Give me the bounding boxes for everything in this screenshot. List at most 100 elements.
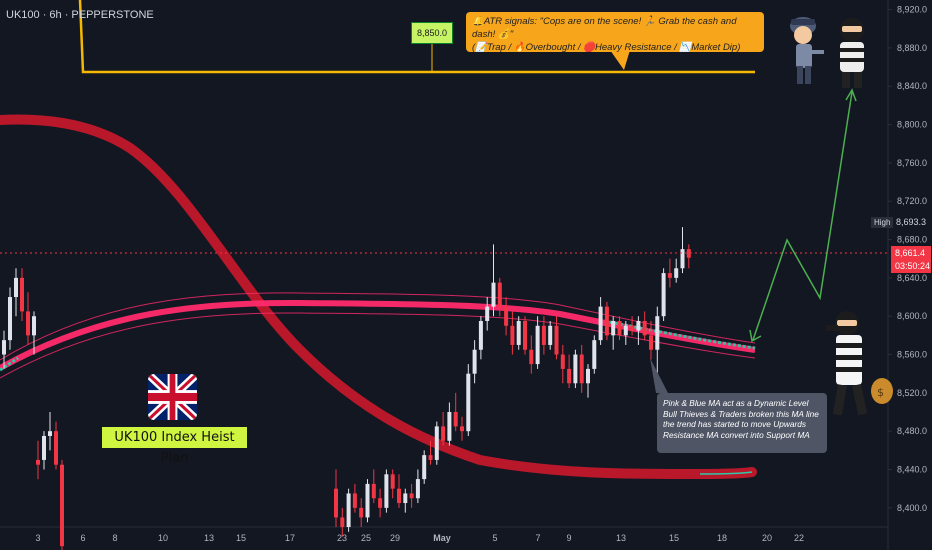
candle-body — [2, 340, 6, 355]
candle-body — [340, 517, 345, 527]
time-tick-label: 9 — [566, 533, 571, 543]
candlestick-series — [2, 227, 691, 550]
time-tick-label: 7 — [535, 533, 540, 543]
candle-body — [334, 488, 338, 518]
candle-body — [60, 464, 64, 547]
callout-line-1: 🔔ATR signals: "Cops are on the scene! 🏃 … — [472, 16, 737, 40]
target-level-badge: 8,850.0 — [411, 22, 453, 44]
last-price-tag: 8,661.4 — [891, 246, 931, 260]
price-tick-label: 8,680.0 — [897, 235, 927, 245]
pink-moving-average — [0, 299, 756, 371]
time-axis-labels: 3 6 8 10 13 15 17 23 25 29 May 5 7 9 13 15 18 20 22 — [35, 533, 804, 543]
candle-body — [680, 249, 685, 269]
candle-body — [14, 277, 18, 298]
price-tick-label: 8,640.0 — [897, 273, 927, 283]
candle-body — [36, 459, 40, 465]
price-axis-labels: 8,920.0 8,880.0 8,840.0 8,800.0 8,760.0 8,720… — [888, 5, 927, 513]
time-tick-label: 20 — [762, 533, 772, 543]
uk-flag-icon — [148, 374, 197, 420]
candle-body — [674, 268, 679, 278]
candle-body — [403, 493, 408, 504]
candle-body — [623, 325, 628, 336]
candle-body — [346, 493, 351, 527]
candle-body — [8, 297, 12, 341]
candle-body — [579, 354, 584, 384]
candle-body — [54, 431, 58, 465]
red-moving-average — [0, 114, 757, 480]
candle-body — [478, 320, 483, 350]
candle-body — [598, 306, 603, 341]
svg-text:$: $ — [877, 386, 884, 399]
symbol-title[interactable]: UK100 · 6h · PEPPERSTONE — [6, 9, 154, 21]
time-tick-label: 10 — [158, 533, 168, 543]
candle-body — [655, 316, 660, 350]
cop-icon — [790, 17, 824, 84]
candle-body — [617, 320, 622, 336]
candle-body — [422, 455, 427, 480]
price-tick-label: 8,600.0 — [897, 311, 927, 321]
time-tick-label: May — [433, 533, 451, 543]
candle-body — [397, 488, 401, 504]
candle-body — [352, 493, 357, 508]
candle-body — [42, 435, 46, 460]
candle-body — [548, 325, 553, 345]
candle-body — [472, 349, 477, 374]
candle-body — [529, 349, 534, 365]
candle-body — [485, 306, 490, 321]
pink-ma-outer-upper — [0, 292, 756, 361]
candle-body — [460, 426, 464, 432]
candle-body — [541, 325, 546, 345]
price-tick-label: 8,920.0 — [897, 5, 927, 15]
candle-body — [32, 316, 36, 336]
price-tick-label: 8,560.0 — [897, 350, 927, 360]
candle-body — [592, 340, 597, 369]
candle-body — [447, 412, 452, 441]
price-tick-label: 8,440.0 — [897, 465, 927, 475]
price-tick-label: 8,720.0 — [897, 196, 927, 206]
candle-body — [384, 474, 389, 508]
red-moving-average-edge — [699, 471, 753, 475]
candle-body — [415, 479, 420, 499]
support-arrowhead — [749, 329, 762, 343]
candle-body — [535, 325, 540, 365]
price-tick-label: 8,760.0 — [897, 158, 927, 168]
candle-body — [636, 320, 641, 331]
candle-body — [510, 325, 515, 345]
callout-line-2: (📝Trap / 🔥Overbought / 🛑Heavy Resistance… — [472, 42, 741, 53]
time-tick-label: 18 — [717, 533, 727, 543]
thief-moneybag-icon: $ — [826, 311, 893, 416]
candle-body — [365, 483, 370, 518]
countdown-tag: 03:50:24 — [891, 259, 931, 273]
candle-body — [567, 368, 572, 384]
candle-body — [573, 354, 578, 384]
candle-body — [604, 306, 609, 336]
candle-body — [630, 325, 635, 331]
time-tick-label: 8 — [112, 533, 117, 543]
time-tick-label: 13 — [616, 533, 626, 543]
thief-top-icon — [840, 18, 864, 88]
candle-body — [649, 335, 653, 350]
callout-pointer — [610, 50, 630, 70]
candle-body — [560, 354, 565, 369]
candle-body — [491, 282, 496, 307]
price-tick-label: 8,400.0 — [897, 503, 927, 513]
candle-body — [686, 249, 691, 258]
price-tick-label: 8,880.0 — [897, 43, 927, 53]
target-level-line — [78, 0, 755, 74]
candle-body — [504, 306, 509, 326]
candle-body — [586, 368, 590, 384]
time-tick-label: 5 — [492, 533, 497, 543]
high-label: High — [871, 217, 894, 228]
candle-body — [409, 493, 414, 499]
projection-arrowhead — [845, 88, 857, 102]
candle-body — [20, 277, 24, 312]
time-tick-label: 15 — [669, 533, 679, 543]
candle-body — [497, 282, 502, 307]
time-tick-label: 25 — [361, 533, 371, 543]
time-tick-label: 29 — [390, 533, 400, 543]
candle-body — [554, 325, 559, 355]
candle-body — [611, 320, 616, 336]
candle-body — [667, 273, 672, 278]
candle-body — [516, 320, 521, 345]
